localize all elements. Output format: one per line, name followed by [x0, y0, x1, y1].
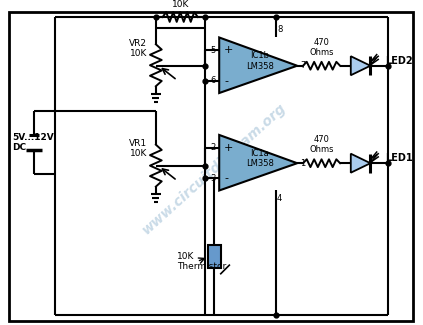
Text: 3: 3	[210, 174, 215, 183]
Text: 7: 7	[300, 61, 305, 70]
Polygon shape	[219, 135, 297, 190]
Text: www.circuitdiagram.org: www.circuitdiagram.org	[140, 101, 289, 237]
Text: 5: 5	[210, 46, 215, 55]
Text: 2: 2	[210, 143, 215, 152]
Text: 10K: 10K	[172, 0, 189, 9]
Text: 5V...12V
DC: 5V...12V DC	[13, 133, 54, 152]
Text: -: -	[224, 76, 228, 86]
Text: LED1: LED1	[385, 153, 412, 163]
Text: 4: 4	[277, 194, 282, 203]
Polygon shape	[219, 37, 297, 93]
Text: -: -	[224, 173, 228, 183]
Text: LED2: LED2	[385, 56, 412, 66]
Text: 6: 6	[210, 76, 215, 85]
Text: 470
Ohms: 470 Ohms	[309, 38, 334, 57]
Text: 8: 8	[277, 25, 282, 33]
Text: VR1
10K: VR1 10K	[129, 139, 147, 158]
Bar	[209, 245, 221, 268]
Text: 10K
Thermistor: 10K Thermistor	[177, 252, 227, 271]
Text: VR2
10K: VR2 10K	[129, 39, 147, 58]
Polygon shape	[351, 154, 371, 173]
Text: +: +	[224, 45, 233, 55]
Text: IC1a
LM358: IC1a LM358	[246, 149, 274, 168]
Text: 1: 1	[300, 159, 305, 168]
Text: IC1b
LM358: IC1b LM358	[246, 51, 274, 71]
Polygon shape	[351, 56, 371, 75]
Text: +: +	[224, 143, 233, 153]
Text: 470
Ohms: 470 Ohms	[309, 135, 334, 154]
